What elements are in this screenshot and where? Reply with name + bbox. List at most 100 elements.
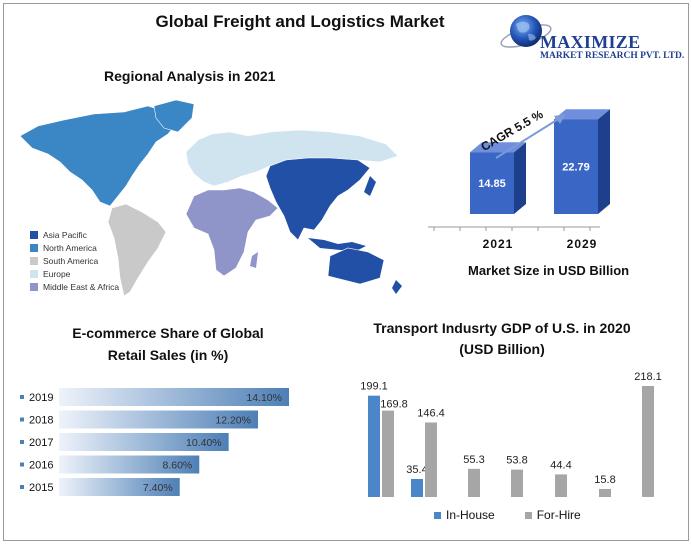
bar-value-label: 218.1 <box>634 371 662 383</box>
map-title: Regional Analysis in 2021 <box>104 68 276 84</box>
bar-value-label: 169.8 <box>380 399 408 411</box>
bar-value-label: 15.8 <box>594 474 615 486</box>
y-tick-label: 2018 <box>29 415 53 427</box>
cagr-arrowhead <box>554 114 566 124</box>
legend-item-north-america: North America <box>30 241 119 254</box>
bar-top <box>470 142 526 153</box>
y-tick-label: 2016 <box>29 460 53 472</box>
legend-item-inhouse: In-House <box>434 508 495 522</box>
gdp-chart: 199.1 169.8 35.4 146.4 55.3 53.8 44.4 15.8 218.1 <box>360 371 662 497</box>
logo <box>498 6 688 66</box>
map-region-middle-east-africa <box>185 187 279 277</box>
legend-swatch <box>30 256 38 265</box>
legend-swatch <box>524 511 532 519</box>
x-tick-label: 2029 <box>567 237 598 251</box>
infographic-frame <box>3 3 689 541</box>
bar-value-label: 55.3 <box>463 454 484 466</box>
bar <box>468 468 480 497</box>
legend-label: Asia Pacific <box>43 229 87 240</box>
bar <box>382 410 394 497</box>
globe-logo-icon <box>500 15 552 48</box>
ecommerce-title-line-1: E-commerce Share of Global <box>72 325 264 341</box>
bar <box>554 119 598 214</box>
gdp-legend: In-House For-Hire <box>434 508 611 522</box>
page-title: Global Freight and Logistics Market <box>155 12 445 31</box>
logo-name: MAXIMIZE <box>540 32 641 52</box>
ecommerce-chart-title: E-commerce Share of Global Retail Sales … <box>60 322 276 366</box>
bar-value-label: 199.1 <box>360 381 388 393</box>
bar-value-label: 146.4 <box>417 407 445 419</box>
map-region-south-america <box>107 203 167 297</box>
category-marker <box>20 417 24 422</box>
ecommerce-title-line-2: Retail Sales (in %) <box>107 347 229 363</box>
bar <box>59 478 180 496</box>
bar <box>555 474 567 497</box>
gdp-chart-title: Transport Indusrty GDP of U.S. in 2020 (… <box>362 318 642 360</box>
legend-label: Europe <box>43 268 71 279</box>
bar-value-label: 22.79 <box>562 162 590 174</box>
bar <box>511 469 523 497</box>
map-region-indonesia <box>308 238 366 250</box>
cagr-arrow <box>495 117 561 159</box>
bar-value-label: 14.85 <box>478 178 506 190</box>
legend-item-middle-east-africa: Middle East & Africa <box>30 280 119 293</box>
bar-value-label: 14.10% <box>246 392 282 404</box>
category-marker <box>20 462 24 467</box>
y-tick-label: 2019 <box>29 392 53 404</box>
legend-swatch <box>434 511 441 519</box>
map-region-asia-pacific <box>265 157 371 241</box>
bar-value-label: 8.60% <box>163 460 193 472</box>
legend-swatch <box>30 282 38 291</box>
map-region-australia <box>327 247 385 285</box>
ecommerce-chart: 2019 14.10% 2018 12.20% 2017 10.40% 2016 8.60% 2… <box>20 388 289 496</box>
map-region-madagascar <box>250 252 258 268</box>
map-region-japan <box>364 176 376 196</box>
bar <box>470 152 514 214</box>
logo-subtitle: MARKET RESEARCH PVT. LTD. <box>540 51 685 61</box>
gdp-title-line-1: Transport Indusrty GDP of U.S. in 2020 <box>373 320 631 336</box>
bar <box>59 388 289 406</box>
bar <box>411 478 423 497</box>
legend-label: South America <box>43 255 99 266</box>
x-tick-label: 2021 <box>483 237 514 251</box>
category-marker <box>20 485 24 489</box>
bar-value-label: 44.4 <box>550 459 571 471</box>
legend-label: Middle East & Africa <box>43 281 120 292</box>
map-region-greenland <box>153 99 195 133</box>
gdp-title-line-2: (USD Billion) <box>459 341 545 357</box>
map-region-north-america <box>19 105 179 207</box>
legend-label: In-House <box>446 508 495 522</box>
legend-item-asia-pacific: Asia Pacific <box>30 228 119 241</box>
bar-value-label: 53.8 <box>506 455 527 467</box>
bar-value-label: 7.40% <box>143 482 173 494</box>
legend-label: North America <box>43 242 97 253</box>
bar <box>59 455 200 474</box>
legend-label: For-Hire <box>536 508 581 522</box>
legend-swatch <box>30 243 38 252</box>
world-map <box>19 99 402 297</box>
category-marker <box>20 440 24 444</box>
bar-side <box>514 142 526 214</box>
legend-item-south-america: South America <box>30 254 119 267</box>
legend-swatch <box>30 230 38 239</box>
legend-item-europe: Europe <box>30 267 119 280</box>
bar <box>642 386 654 497</box>
bar-top <box>554 109 610 120</box>
legend-swatch <box>30 269 38 278</box>
bar <box>425 422 437 497</box>
market-size-caption: Market Size in USD Billion <box>468 263 630 278</box>
map-region-new-zealand <box>392 280 402 294</box>
bar-value-label: 10.40% <box>186 437 222 449</box>
bar <box>368 395 380 497</box>
category-marker <box>20 395 24 399</box>
y-tick-label: 2017 <box>29 437 53 449</box>
bar-value-label: 35.4 <box>406 464 427 476</box>
legend-item-forhire: For-Hire <box>524 508 581 522</box>
y-tick-label: 2015 <box>29 482 53 494</box>
bar-value-label: 12.20% <box>215 415 251 427</box>
map-legend: Asia Pacific North America South America… <box>30 228 119 293</box>
bar <box>59 410 259 429</box>
bar <box>599 488 611 497</box>
bar-side <box>598 109 610 214</box>
